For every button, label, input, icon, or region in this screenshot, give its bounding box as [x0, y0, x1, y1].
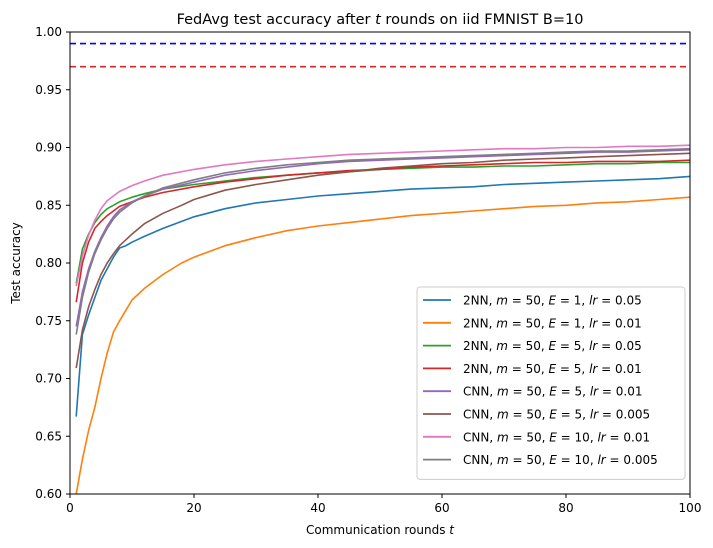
legend-box — [416, 286, 686, 480]
legend-label: CNN, m = 50, E = 5, lr = 0.005 — [463, 408, 650, 422]
series-line-6 — [75, 144, 691, 287]
x-tick-label: 100 — [679, 501, 702, 515]
series-lines — [75, 144, 691, 495]
legend-label: CNN, m = 50, E = 10, lr = 0.01 — [463, 430, 650, 444]
y-axis-label: Test accuracy — [9, 222, 23, 305]
legend-label: 2NN, m = 50, E = 1, lr = 0.01 — [463, 316, 642, 330]
y-tick-label: 1.00 — [35, 25, 62, 39]
x-tick-label: 60 — [434, 501, 449, 515]
x-tick-label: 20 — [186, 501, 201, 515]
chart-title: FedAvg test accuracy after t rounds on i… — [177, 12, 584, 28]
y-tick-label: 0.80 — [35, 256, 62, 270]
x-tick-label: 40 — [310, 501, 325, 515]
y-tick-label: 0.70 — [35, 372, 62, 386]
legend-label: 2NN, m = 50, E = 1, lr = 0.05 — [463, 294, 642, 308]
legend-label: 2NN, m = 50, E = 5, lr = 0.05 — [463, 339, 642, 353]
reference-lines — [70, 42, 690, 68]
legend-label: 2NN, m = 50, E = 5, lr = 0.01 — [463, 362, 642, 376]
y-tick-label: 0.85 — [35, 198, 62, 212]
legend-label: CNN, m = 50, E = 5, lr = 0.01 — [463, 385, 643, 399]
series-line-0 — [75, 175, 691, 417]
series-line-4 — [75, 149, 691, 327]
series-line-7 — [75, 147, 691, 335]
legend-label: CNN, m = 50, E = 10, lr = 0.005 — [463, 453, 658, 467]
y-tick-label: 0.75 — [35, 314, 62, 328]
x-axis-label: Communication rounds t — [306, 523, 455, 537]
y-tick-label: 0.65 — [35, 429, 62, 443]
x-tick-label: 80 — [558, 501, 573, 515]
x-tick-label: 0 — [66, 501, 74, 515]
x-axis-ticks: 0 20 40 60 80 100 — [66, 494, 701, 515]
series-line-5 — [75, 152, 691, 369]
y-tick-label: 0.90 — [35, 141, 62, 155]
y-tick-label: 0.95 — [35, 83, 62, 97]
y-tick-label: 0.60 — [35, 487, 62, 501]
series-line-1 — [75, 196, 691, 495]
legend: 2NN, m = 50, E = 1, lr = 0.05 2NN, m = 50… — [416, 286, 686, 480]
series-line-3 — [75, 159, 691, 303]
y-axis-ticks: 0.60 0.65 0.70 0.75 0.80 0.85 0.90 0.95 1.00 — [35, 25, 70, 501]
